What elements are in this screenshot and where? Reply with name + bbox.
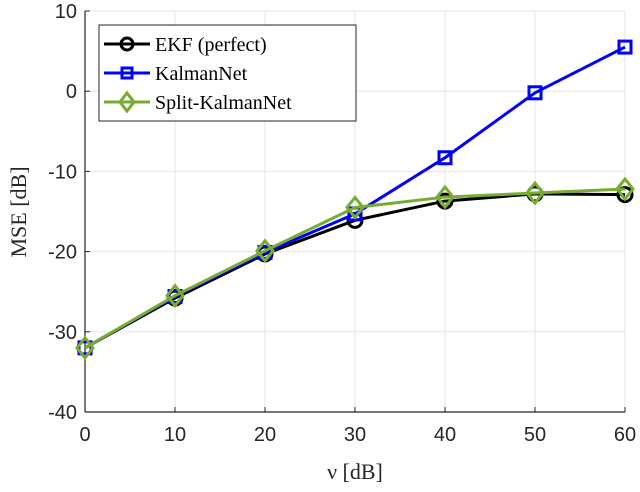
y-tick-label: -40 [48,402,77,424]
x-tick-label: 60 [614,424,636,446]
legend-label: KalmanNet [155,63,248,85]
y-tick-label: -10 [48,161,77,183]
y-axis-label: MSE [dB] [6,166,31,257]
series-split-kalmannet [75,176,635,361]
x-tick-label: 40 [434,424,456,446]
legend-item: KalmanNet [104,63,248,85]
x-tick-label: 20 [254,424,276,446]
y-tick-label: -20 [48,242,77,264]
legend-label: Split-KalmanNet [155,92,292,114]
data-series [75,39,635,361]
legend-item: EKF (perfect) [104,34,267,56]
legend: EKF (perfect) KalmanNet Split-KalmanNet [98,24,357,122]
x-axis-label: ν [dB] [327,459,383,484]
y-tick-label: 10 [55,1,77,23]
x-tick-label: 50 [524,424,546,446]
legend-label: EKF (perfect) [155,34,267,56]
axes: 0 10 20 30 40 50 60 10 0 -10 -20 -30 -40 [48,1,636,446]
legend-item: Split-KalmanNet [104,90,292,114]
x-tick-label: 10 [164,424,186,446]
x-tick-label: 30 [344,424,366,446]
x-tick-label: 0 [79,424,90,446]
y-tick-label: 0 [66,81,77,103]
y-tick-label: -30 [48,322,77,344]
